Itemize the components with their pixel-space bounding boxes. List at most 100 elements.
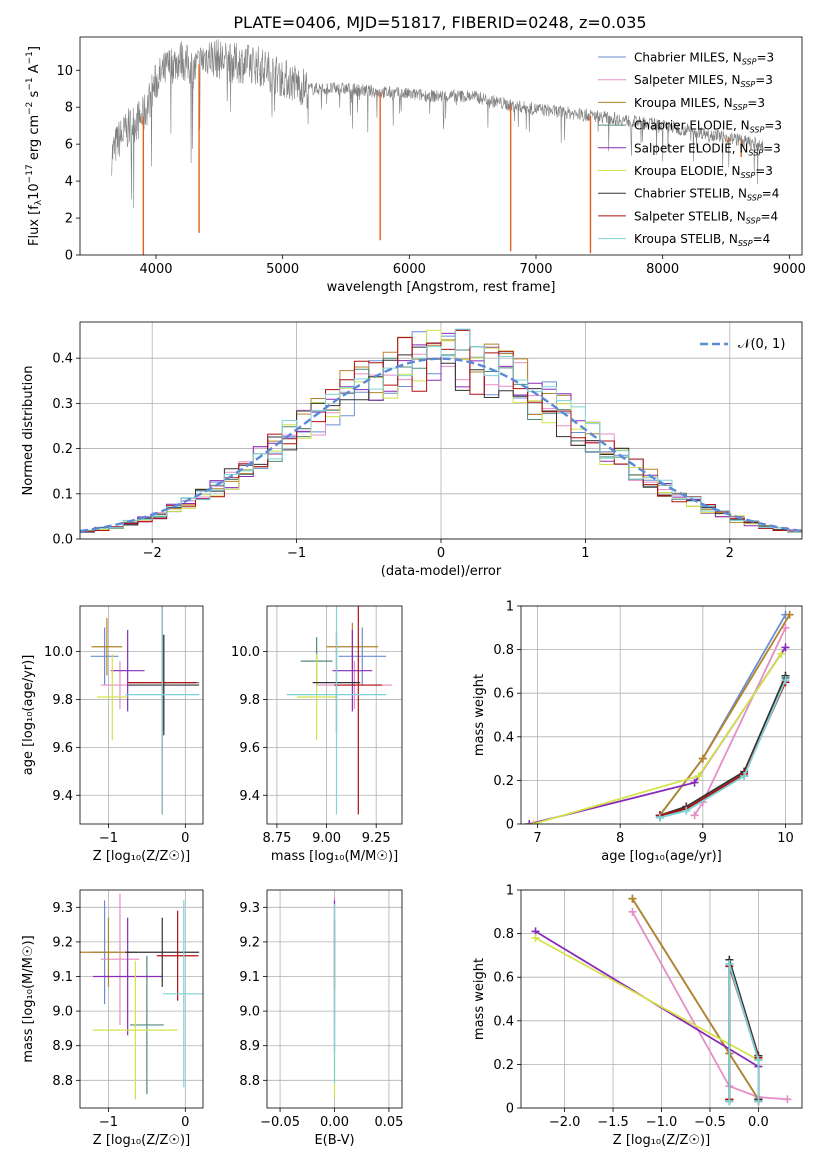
series-point bbox=[725, 960, 734, 969]
y-tick-label: 0.8 bbox=[493, 927, 514, 942]
series-line bbox=[659, 679, 787, 819]
series-point bbox=[754, 1056, 763, 1065]
series-point bbox=[725, 1097, 734, 1106]
series-point bbox=[690, 778, 699, 787]
axes-layer: 4000 5000 6000 7000 8000 90000246810wavelengt… bbox=[21, 36, 806, 1148]
legend-entry: Kroupa ELODIE, NSSP=3 bbox=[634, 164, 773, 180]
y-tick-label: 9.8 bbox=[239, 693, 260, 708]
x-tick-label: 6000 bbox=[393, 262, 426, 277]
y-tick-label: 1 bbox=[506, 884, 514, 899]
y-tick-label: 10 bbox=[56, 64, 73, 79]
x-axis-label: wavelength [Angstrom, rest frame] bbox=[327, 280, 556, 295]
y-tick-label: 0.6 bbox=[493, 971, 514, 986]
panel-mass-vs-Z bbox=[80, 893, 203, 1100]
legend-entry: Salpeter MILES, NSSP=3 bbox=[634, 73, 773, 89]
x-tick-label: 0.05 bbox=[374, 1115, 403, 1130]
y-tick-label: 10.0 bbox=[231, 645, 260, 660]
series-point bbox=[690, 811, 699, 820]
y-tick-label: 9.8 bbox=[52, 693, 73, 708]
legend-entry: Chabrier MILES, NSSP=3 bbox=[634, 51, 774, 67]
y-tick-label: 9.6 bbox=[239, 741, 260, 756]
y-tick-label: 8.8 bbox=[239, 1074, 260, 1089]
x-tick-label: −1.0 bbox=[646, 1115, 678, 1130]
series-point bbox=[682, 806, 691, 815]
x-tick-label: −2.0 bbox=[549, 1115, 581, 1130]
x-tick-label: 0 bbox=[181, 1115, 189, 1130]
spectrum-observed-line bbox=[111, 39, 764, 209]
panel-age-vs-mass bbox=[286, 606, 393, 815]
y-tick-label: 8.9 bbox=[239, 1039, 260, 1054]
x-tick-label: 4000 bbox=[139, 262, 172, 277]
series-point bbox=[655, 813, 664, 822]
y-tick-label: 9.0 bbox=[52, 1005, 73, 1020]
histogram-step-line bbox=[80, 328, 802, 535]
x-tick-label: −1 bbox=[99, 831, 118, 846]
series-point bbox=[777, 649, 786, 658]
x-tick-label: −0.5 bbox=[694, 1115, 726, 1130]
y-tick-label: 0.6 bbox=[493, 687, 514, 702]
x-tick-label: 0.00 bbox=[320, 1115, 349, 1130]
y-tick-label: 9.3 bbox=[239, 901, 260, 916]
x-axis-label: Z [log₁₀(Z/Z☉)] bbox=[93, 849, 190, 864]
y-tick-label: 0.0 bbox=[52, 533, 73, 548]
y-tick-label: 0.4 bbox=[493, 730, 514, 745]
y-tick-label: 9.4 bbox=[52, 789, 73, 804]
axes-frame bbox=[520, 889, 803, 1109]
series-point bbox=[781, 623, 790, 632]
x-tick-label: 8000 bbox=[646, 262, 679, 277]
x-axis-label: age [log₁₀(age/yr)] bbox=[601, 849, 722, 864]
y-axis-label: Normed distribution bbox=[21, 366, 36, 496]
series-line bbox=[659, 681, 787, 817]
series-point bbox=[529, 820, 538, 824]
y-tick-label: 0.2 bbox=[493, 1058, 514, 1073]
axes-frame bbox=[79, 605, 204, 825]
legend-entry: Salpeter STELIB, NSSP=4 bbox=[634, 209, 778, 225]
y-tick-label: 9.2 bbox=[239, 935, 260, 950]
series-point bbox=[754, 1097, 763, 1106]
series-line bbox=[693, 627, 787, 816]
x-tick-label: −0.05 bbox=[260, 1115, 300, 1130]
y-tick-label: 10.0 bbox=[44, 645, 73, 660]
panel-weight-vs-Z bbox=[531, 894, 792, 1106]
gaussian-curve bbox=[80, 357, 800, 533]
x-tick-label: −2 bbox=[143, 546, 162, 561]
y-tick-label: 9.3 bbox=[52, 901, 73, 916]
y-axis-label: mass weight bbox=[472, 958, 487, 1040]
y-tick-label: 9.4 bbox=[239, 789, 260, 804]
series-point bbox=[694, 772, 703, 781]
x-tick-label: 8 bbox=[616, 831, 624, 846]
x-tick-label: 8.75 bbox=[262, 831, 291, 846]
x-tick-label: 0.0 bbox=[748, 1115, 769, 1130]
y-tick-label: 2 bbox=[65, 212, 73, 227]
y-tick-label: 0.8 bbox=[493, 643, 514, 658]
x-tick-label: 0 bbox=[181, 831, 189, 846]
series-point bbox=[785, 610, 794, 619]
series-line bbox=[728, 963, 760, 1102]
x-tick-label: 9.00 bbox=[312, 831, 341, 846]
x-tick-label: 2 bbox=[726, 546, 734, 561]
y-tick-label: 6 bbox=[65, 138, 73, 153]
series-point bbox=[628, 894, 637, 903]
y-tick-label: 0.4 bbox=[493, 1014, 514, 1029]
x-tick-label: 7 bbox=[533, 831, 541, 846]
x-tick-label: 7000 bbox=[519, 262, 552, 277]
y-tick-label: 9.1 bbox=[52, 970, 73, 985]
panel-spectrum bbox=[111, 39, 764, 255]
series-line bbox=[535, 937, 759, 1061]
y-tick-label: 9.1 bbox=[239, 970, 260, 985]
x-axis-label: Z [log₁₀(Z/Z☉)] bbox=[613, 1133, 710, 1148]
figure-title: PLATE=0406, MJD=51817, FIBERID=0248, z=0… bbox=[233, 13, 646, 32]
series-line bbox=[533, 653, 783, 824]
y-axis-label: mass weight bbox=[472, 674, 487, 756]
y-tick-label: 0 bbox=[65, 249, 73, 264]
series-point bbox=[740, 772, 749, 781]
y-tick-label: 0 bbox=[506, 1102, 514, 1117]
panel-residuals bbox=[80, 328, 802, 535]
axes-frame bbox=[79, 889, 204, 1109]
series-point bbox=[525, 820, 534, 824]
y-tick-label: 9.2 bbox=[52, 935, 73, 950]
legend-entry: Chabrier STELIB, NSSP=4 bbox=[634, 187, 779, 203]
y-tick-label: 0.1 bbox=[52, 487, 73, 502]
grid-layer bbox=[80, 322, 802, 1109]
